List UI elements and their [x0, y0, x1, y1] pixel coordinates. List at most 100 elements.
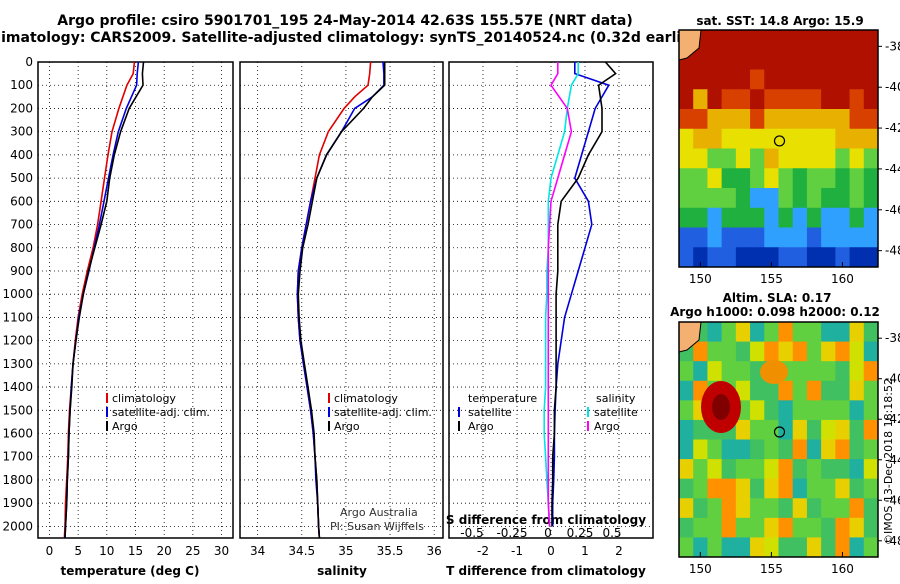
map-sla-cell [707, 537, 723, 558]
map-sla-cell [764, 498, 779, 519]
map-sst-ytick: -48 [885, 244, 900, 258]
map-sst-cell [792, 148, 808, 169]
map-sst-cell [735, 207, 751, 228]
map-sst-cell [764, 49, 779, 70]
temperature-xlabel: temperature (deg C) [61, 564, 200, 578]
map-sla-cell [849, 322, 865, 343]
map-sst-cell [764, 247, 779, 268]
map-sla-cell [750, 537, 765, 558]
map-sst-cell [721, 89, 737, 110]
map-sst-cell [849, 89, 865, 110]
map-sla-cell [750, 322, 765, 343]
map-sla-cell [849, 341, 865, 362]
argo-location-marker [773, 426, 786, 438]
map-sla-cell [679, 537, 694, 558]
salinity-xtick: 35 [338, 544, 353, 558]
depth-ytick: 1500 [2, 403, 33, 417]
map-sla-cell [863, 341, 879, 362]
map-sst-cell [863, 69, 879, 90]
map-sst-cell [721, 247, 737, 268]
map-sst-cell [735, 168, 751, 189]
map-sla-cell [735, 498, 751, 519]
map-sst-cell [835, 49, 851, 70]
map-sst-cell [778, 30, 794, 51]
map-sst-cell [721, 207, 737, 228]
map-sst-cell [849, 148, 865, 169]
map-sla-cell [679, 361, 694, 382]
map-sla-cell [821, 400, 836, 421]
map-sst-cell [849, 49, 865, 70]
map-sst-cell [849, 30, 865, 51]
map-sla-cell [778, 419, 794, 440]
map-sst-cell [863, 30, 879, 51]
map-sla-cell [679, 459, 694, 480]
map-sla-cell [835, 517, 851, 538]
map-sst-cell [750, 148, 765, 169]
map-sla-xtick: 160 [831, 562, 854, 576]
map-sla-cell [835, 322, 851, 343]
map-sst-cell [821, 69, 836, 90]
map-sst-cell [735, 188, 751, 209]
map-sst-cell [693, 188, 708, 209]
map-sla-cell [750, 478, 765, 499]
map-sst-cell [821, 30, 836, 51]
map-sst-cell [764, 128, 779, 149]
map-sst-cell [849, 188, 865, 209]
map-sla-cell [735, 439, 751, 460]
map-sst-cell [693, 227, 708, 248]
map-sla-ytick: -38 [885, 331, 900, 345]
map-sst-cell [792, 188, 808, 209]
depth-ytick: 300 [10, 125, 33, 139]
map-sla-cell [806, 322, 822, 343]
map-sla-cell [707, 341, 723, 362]
depth-ytick: 0 [25, 55, 33, 69]
temperature-series-2 [64, 61, 145, 539]
map-sst-cell [835, 30, 851, 51]
t-difference-xlabel: T difference from climatology [446, 564, 646, 578]
salinity-xtick: 35.5 [377, 544, 404, 558]
map-sla-cell [835, 459, 851, 480]
map-sst-cell [835, 188, 851, 209]
map-sla-cell [764, 322, 779, 343]
map-sla-cell [806, 439, 822, 460]
depth-ytick: 600 [10, 194, 33, 208]
map-sst-ytick: -42 [885, 121, 900, 135]
map-sla-cell [792, 322, 808, 343]
map-sst-xtick: 155 [760, 272, 783, 286]
map-sst-cell [806, 128, 822, 149]
map-sla-cell [821, 322, 836, 343]
map-sst-cell [792, 69, 808, 90]
map-sst-cell [863, 207, 879, 228]
map-sst-cell [707, 207, 723, 228]
temperature-legend-label: climatology [112, 392, 176, 405]
map-sla-xtick: 155 [760, 562, 783, 576]
depth-ytick: 400 [10, 148, 33, 162]
map-sla-cell [778, 498, 794, 519]
map-sst-cell [821, 49, 836, 70]
map-sla-cell [764, 439, 779, 460]
salinity-legend-label: satellite-adj. clim. [334, 406, 432, 419]
map-sst-ytick: -44 [885, 162, 900, 176]
map-sst-cell [764, 69, 779, 90]
sla-map-title2: Argo h1000: 0.098 h2000: 0.12 [670, 305, 880, 319]
map-sst-cell [792, 109, 808, 130]
map-sst-cell [821, 247, 836, 268]
map-sla-cell [735, 361, 751, 382]
temperature-xtick: 20 [157, 544, 172, 558]
map-sst-cell [679, 227, 694, 248]
map-sst-cell [679, 207, 694, 228]
map-sst-cell [821, 188, 836, 209]
map-sst-cell [679, 247, 694, 268]
map-sla-cell [792, 478, 808, 499]
map-sst-cell [764, 188, 779, 209]
map-sst-cell [764, 227, 779, 248]
map-sla-cell [735, 419, 751, 440]
map-sst-cell [792, 89, 808, 110]
map-sst-cell [735, 227, 751, 248]
sst-map-title: sat. SST: 14.8 Argo: 15.9 [696, 14, 863, 28]
map-sst-cell [863, 168, 879, 189]
map-sla-ytick: -42 [885, 412, 900, 426]
map-sla-cell [821, 439, 836, 460]
map-sst-cell [821, 148, 836, 169]
map-sla-cell [750, 459, 765, 480]
